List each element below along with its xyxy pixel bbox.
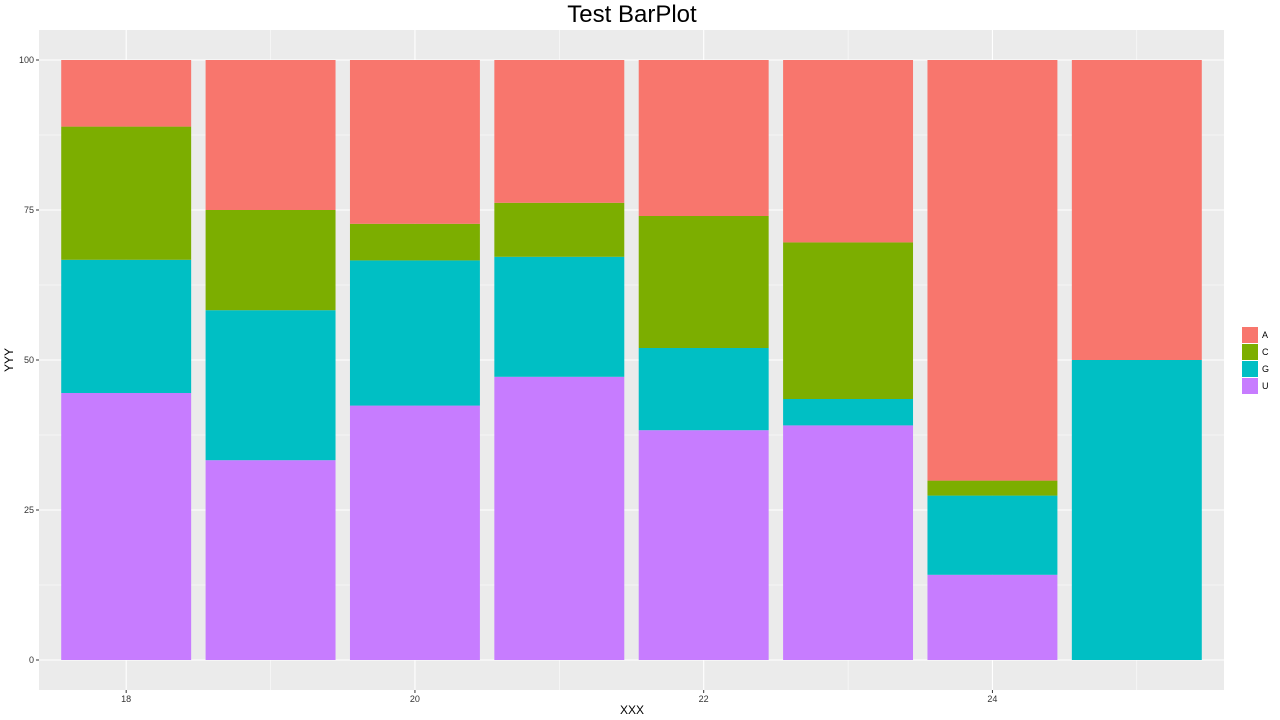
bar-segment-C-21	[494, 202, 625, 257]
legend-key-G	[1242, 361, 1258, 377]
x-axis: 18 20 22 24	[121, 690, 997, 704]
bar-segment-U-20	[349, 405, 480, 660]
legend-label-U: U	[1262, 381, 1269, 391]
x-axis-label: XXX	[620, 703, 644, 717]
bar-segment-C-18	[61, 126, 192, 260]
bar-segment-A-25	[1071, 60, 1202, 360]
bar-segment-G-19	[205, 310, 336, 461]
legend-key-A	[1242, 327, 1258, 343]
y-tick-label: 75	[24, 205, 34, 215]
bar-segment-G-21	[494, 256, 625, 377]
legend-key-C	[1242, 344, 1258, 360]
bar-segment-U-24	[927, 574, 1058, 660]
bar-segment-C-19	[205, 210, 336, 311]
bar-segment-A-20	[349, 60, 480, 224]
x-tick-label: 22	[699, 694, 709, 704]
bar-segment-C-22	[638, 216, 769, 348]
bar-segment-G-25	[1071, 360, 1202, 660]
chart-title: Test BarPlot	[567, 1, 697, 28]
y-axis-label: YYY	[2, 348, 16, 372]
bar-segment-U-19	[205, 460, 336, 660]
legend-label-C: C	[1262, 347, 1269, 357]
x-tick-label: 20	[410, 694, 420, 704]
y-tick-label: 0	[29, 655, 34, 665]
bar-segment-A-24	[927, 60, 1058, 481]
bar-segment-G-23	[783, 399, 914, 426]
bar-segment-U-23	[783, 425, 914, 660]
legend-label-A: A	[1262, 330, 1268, 340]
y-axis: 0 25 50 75 100	[19, 55, 39, 665]
y-tick-label: 100	[19, 55, 34, 65]
bars	[61, 60, 1202, 660]
bar-segment-U-18	[61, 393, 192, 660]
bar-segment-A-22	[638, 60, 769, 216]
bar-segment-G-18	[61, 259, 192, 393]
bar-segment-C-20	[349, 223, 480, 261]
legend-label-G: G	[1262, 364, 1269, 374]
bar-segment-A-21	[494, 60, 625, 203]
bar-segment-U-21	[494, 376, 625, 660]
bar-segment-G-20	[349, 260, 480, 406]
legend-key-U	[1242, 378, 1258, 394]
y-tick-label: 50	[24, 355, 34, 365]
bar-segment-C-24	[927, 480, 1058, 496]
x-tick-label: 24	[987, 694, 997, 704]
bar-segment-A-18	[61, 60, 192, 127]
bar-segment-A-23	[783, 60, 914, 243]
y-tick-label: 25	[24, 505, 34, 515]
bar-segment-A-19	[205, 60, 336, 210]
bar-segment-G-22	[638, 348, 769, 431]
x-tick-label: 18	[121, 694, 131, 704]
bar-segment-G-24	[927, 495, 1058, 575]
bar-segment-C-23	[783, 242, 914, 399]
bar-segment-U-22	[638, 430, 769, 660]
